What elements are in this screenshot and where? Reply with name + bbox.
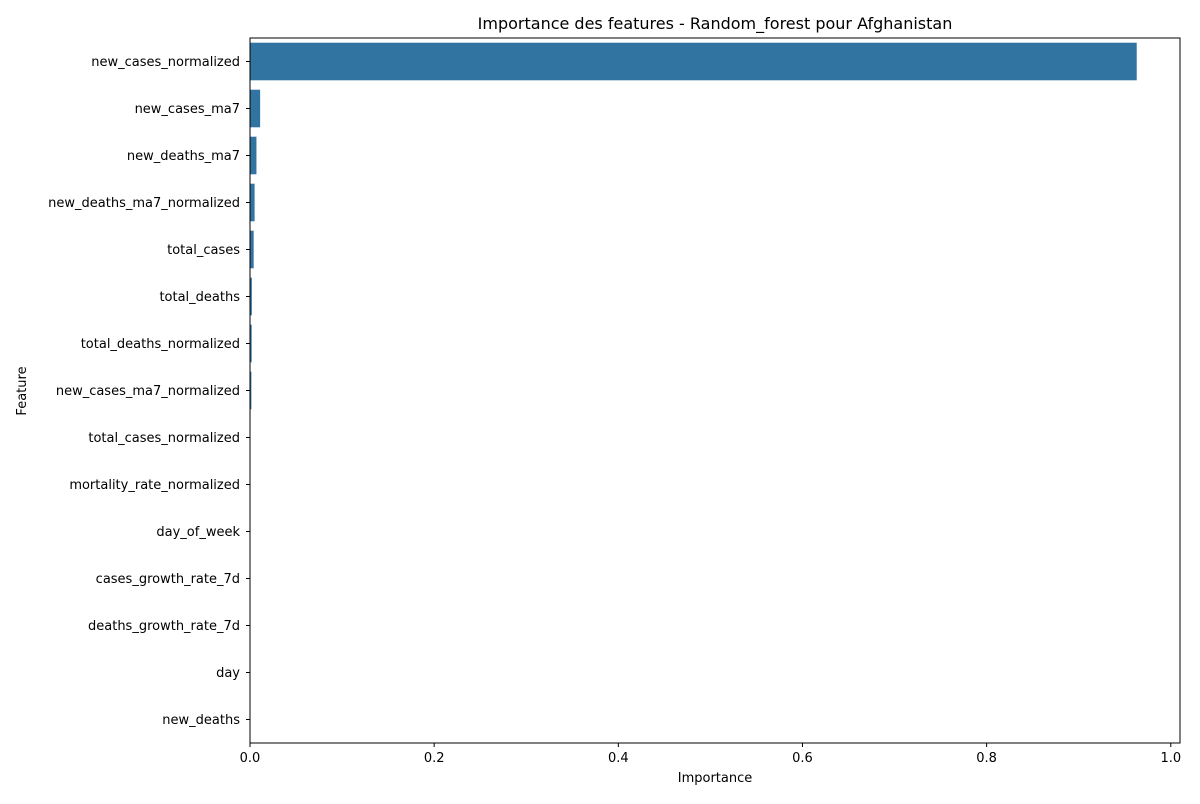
bar-new_deaths_ma7 (250, 137, 256, 175)
y-tick-label: day_of_week (156, 525, 240, 540)
x-tick-label: 0.6 (792, 751, 813, 766)
y-tick-label: new_deaths_ma7 (127, 149, 240, 164)
x-ticks-layer: 0.0 0.2 0.4 0.6 0.8 1.0 (240, 743, 1181, 766)
x-tick-label: 0.8 (976, 751, 997, 766)
y-axis-title: Feature (15, 366, 30, 415)
y-tick-label: new_cases_ma7_normalized (56, 384, 240, 399)
bar-total_cases (250, 231, 254, 269)
y-tick-label: total_deaths_normalized (81, 337, 240, 352)
y-tick-label: total_cases_normalized (88, 431, 240, 446)
bar-new_cases_normalized (250, 43, 1137, 81)
y-tick-label: cases_growth_rate_7d (96, 572, 240, 587)
x-tick-label: 0.0 (240, 751, 261, 766)
y-tick-label: new_cases_normalized (91, 55, 240, 70)
x-tick-label: 0.2 (424, 751, 445, 766)
chart-title: Importance des features - Random_forest … (478, 14, 953, 34)
y-tick-label: new_deaths_ma7_normalized (48, 196, 240, 211)
y-tick-label: total_cases (167, 243, 240, 258)
x-tick-label: 1.0 (1160, 751, 1181, 766)
y-ticks-layer: new_cases_normalized new_cases_ma7 new_dea… (48, 55, 250, 728)
y-tick-label: mortality_rate_normalized (69, 478, 240, 493)
bar-new_cases_ma7 (250, 90, 260, 128)
bar-new_deaths_ma7_normalized (250, 184, 255, 222)
x-tick-label: 0.4 (608, 751, 629, 766)
y-tick-label: total_deaths (159, 290, 240, 305)
y-tick-label: new_cases_ma7 (135, 102, 240, 117)
bars-layer (250, 43, 1137, 739)
y-tick-label: deaths_growth_rate_7d (88, 619, 240, 634)
y-tick-label: day (216, 666, 240, 681)
y-tick-label: new_deaths (162, 713, 240, 728)
plot-frame (250, 38, 1180, 743)
x-axis-title: Importance (678, 771, 753, 786)
